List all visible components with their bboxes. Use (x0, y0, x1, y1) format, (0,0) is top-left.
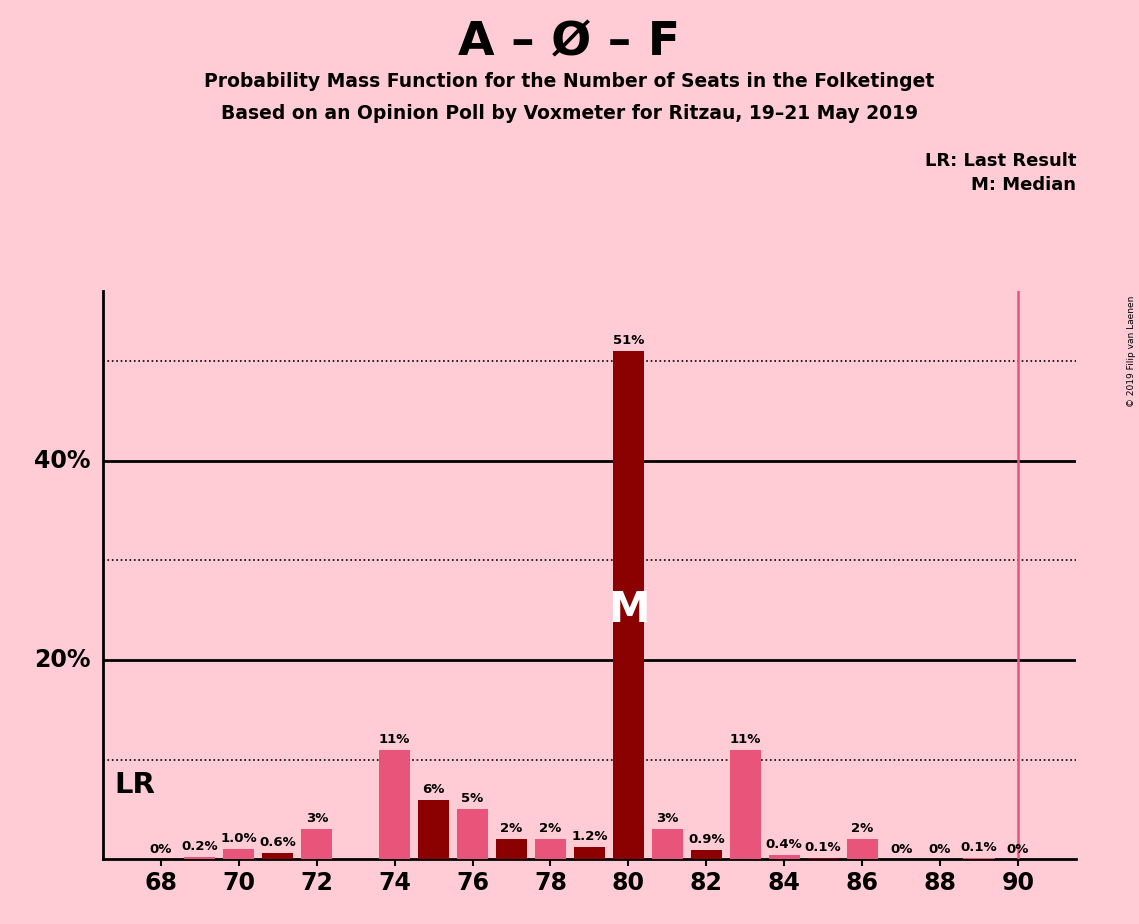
Text: 0%: 0% (890, 844, 912, 857)
Bar (185, 857, 215, 859)
Bar (457, 809, 489, 859)
Text: A – Ø – F: A – Ø – F (458, 20, 681, 66)
Bar (846, 839, 878, 859)
Bar (808, 858, 838, 859)
Text: 1.0%: 1.0% (221, 833, 257, 845)
Text: 0.4%: 0.4% (765, 838, 803, 851)
Text: 0.1%: 0.1% (805, 842, 842, 855)
Text: 2%: 2% (851, 822, 874, 835)
Bar (769, 856, 800, 859)
Text: 0%: 0% (149, 844, 172, 857)
Text: 20%: 20% (34, 648, 91, 672)
Text: LR: LR (114, 771, 155, 798)
Bar (690, 850, 722, 859)
Bar (418, 799, 449, 859)
Bar (730, 749, 761, 859)
Text: 0%: 0% (1007, 844, 1030, 857)
Text: LR: Last Result: LR: Last Result (925, 152, 1076, 169)
Bar (535, 839, 566, 859)
Text: 40%: 40% (34, 448, 91, 472)
Text: Based on an Opinion Poll by Voxmeter for Ritzau, 19–21 May 2019: Based on an Opinion Poll by Voxmeter for… (221, 104, 918, 124)
Text: 11%: 11% (730, 733, 761, 746)
Text: 0%: 0% (928, 844, 951, 857)
Text: 0.6%: 0.6% (260, 836, 296, 849)
Text: 0.9%: 0.9% (688, 833, 724, 846)
Text: M: M (607, 590, 649, 631)
Text: Probability Mass Function for the Number of Seats in the Folketinget: Probability Mass Function for the Number… (204, 72, 935, 91)
Text: 0.2%: 0.2% (181, 840, 219, 854)
Text: 5%: 5% (461, 793, 484, 806)
Bar (379, 749, 410, 859)
Bar (964, 858, 994, 859)
Bar (613, 351, 644, 859)
Text: 6%: 6% (423, 783, 445, 796)
Text: M: Median: M: Median (972, 176, 1076, 193)
Text: 11%: 11% (379, 733, 410, 746)
Bar (223, 849, 254, 859)
Text: © 2019 Filip van Laenen: © 2019 Filip van Laenen (1126, 296, 1136, 407)
Bar (652, 830, 683, 859)
Bar (495, 839, 527, 859)
Bar (301, 830, 333, 859)
Bar (574, 847, 605, 859)
Text: 1.2%: 1.2% (571, 831, 608, 844)
Text: 3%: 3% (656, 812, 679, 825)
Text: 2%: 2% (540, 822, 562, 835)
Text: 2%: 2% (500, 822, 523, 835)
Text: 51%: 51% (613, 334, 644, 346)
Bar (262, 854, 294, 859)
Text: 0.1%: 0.1% (960, 842, 998, 855)
Text: 3%: 3% (305, 812, 328, 825)
